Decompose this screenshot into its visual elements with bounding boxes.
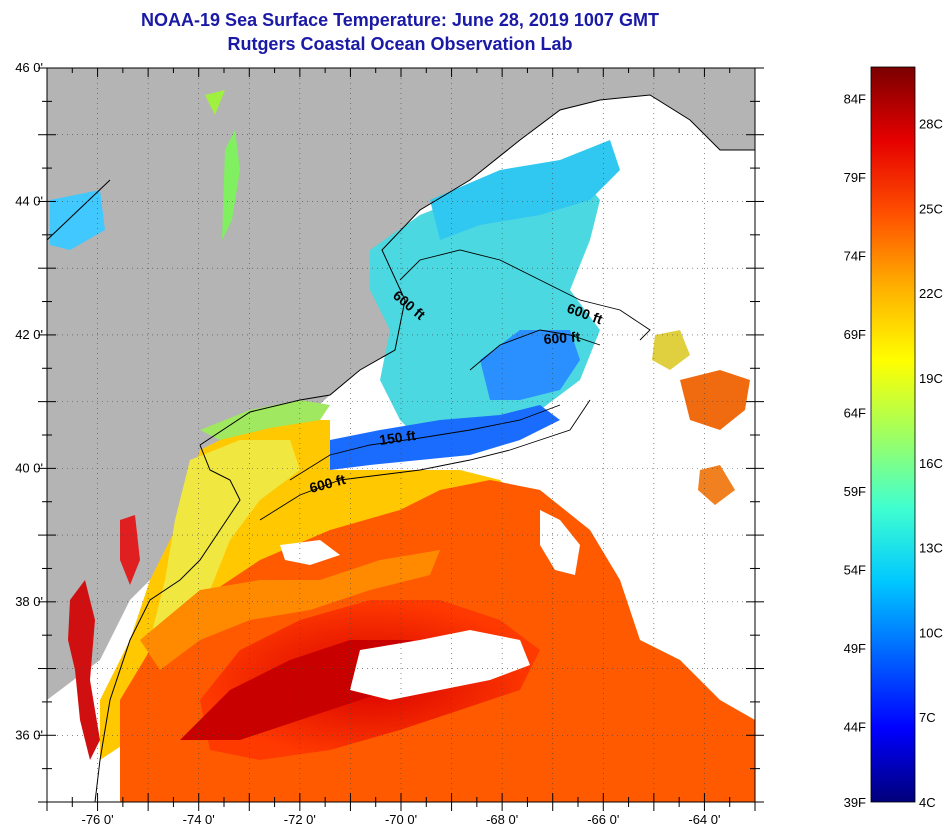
lat-label: 40 0' (15, 460, 43, 475)
map-axis-labels: 46 0' 44 0' 42 0' 40 0' 38 0' 36 0' -76 0' -74 … (15, 60, 720, 827)
lat-label: 36 0' (15, 727, 43, 742)
coastline (47, 94, 755, 446)
colorbar-celsius-label: 7C (919, 710, 936, 725)
lat-label: 42 0' (15, 327, 43, 342)
colorbar-fahrenheit-label: 39F (844, 795, 866, 810)
shelf-blue-band (330, 405, 560, 470)
cloud-patch-1 (350, 630, 530, 700)
map-title: NOAA-19 Sea Surface Temperature: June 28… (141, 10, 659, 30)
map-frame (46, 67, 756, 803)
colorbar-fahrenheit-label: 59F (844, 484, 866, 499)
lon-label: -66 0' (587, 812, 619, 827)
colorbar-fahrenheit-label: 49F (844, 641, 866, 656)
colorbar-fahrenheit-label: 54F (844, 563, 866, 578)
color-scale-labels: 28C 25C 22C 19C 16C 13C 10C 7C 4C 84F 79F 74F 69F 64F… (844, 91, 943, 810)
inland-lake-1 (222, 130, 240, 240)
colorbar-celsius-label: 19C (919, 371, 943, 386)
lon-label: -74 0' (183, 812, 215, 827)
colorbar-celsius-label: 16C (919, 456, 943, 471)
georges-bank-blue (480, 330, 580, 400)
lat-label: 46 0' (15, 60, 43, 75)
map-grid (47, 68, 755, 802)
inland-lake-2 (50, 190, 105, 250)
contour-label: 600 ft (543, 328, 581, 347)
colorbar-celsius-label: 13C (919, 541, 943, 556)
cloud-patch-2 (540, 510, 580, 575)
colorbar-fahrenheit-label: 79F (844, 170, 866, 185)
inland-lake-3 (205, 90, 225, 115)
lat-label: 38 0' (15, 594, 43, 609)
long-island-sound (200, 400, 330, 440)
sst-map (47, 68, 755, 802)
colorbar-celsius-label: 28C (919, 117, 943, 132)
contour-label: 150 ft (378, 427, 417, 448)
color-scale-bar (870, 66, 916, 803)
colorbar-fahrenheit-label: 84F (844, 91, 866, 106)
eastern-yellow-patch (652, 330, 690, 370)
colorbar-celsius-label: 22C (919, 286, 943, 301)
bathymetry-contour-150ft (289, 404, 561, 481)
map-ticks (38, 67, 764, 811)
map-subtitle: Rutgers Coastal Ocean Observation Lab (227, 34, 573, 54)
bathymetry-contour-600ft (259, 399, 591, 521)
eastern-warm-patches (680, 370, 750, 430)
orange-filament (140, 550, 440, 670)
cloud-patch-3 (280, 540, 340, 565)
coastline-south (94, 444, 241, 802)
colorbar-fahrenheit-label: 64F (844, 406, 866, 421)
lon-label: -70 0' (385, 812, 417, 827)
colorbar-celsius-label: 4C (919, 795, 936, 810)
lon-label: -68 0' (486, 812, 518, 827)
eastern-orange-patch (698, 465, 735, 505)
bathymetry-contour-gom (399, 249, 651, 371)
colorbar-fahrenheit-label: 74F (844, 248, 866, 263)
northern-shelf-cyan (430, 140, 620, 240)
colorbar-celsius-label: 25C (919, 201, 943, 216)
lon-label: -76 0' (82, 812, 114, 827)
lat-label: 44 0' (15, 193, 43, 208)
colorbar-fahrenheit-label: 69F (844, 327, 866, 342)
lon-label: -64 0' (688, 812, 720, 827)
colorbar-celsius-label: 10C (919, 625, 943, 640)
colorbar-fahrenheit-label: 44F (844, 720, 866, 735)
lon-label: -72 0' (284, 812, 316, 827)
delaware-bay (120, 515, 140, 585)
chesapeake-bay (68, 580, 100, 760)
